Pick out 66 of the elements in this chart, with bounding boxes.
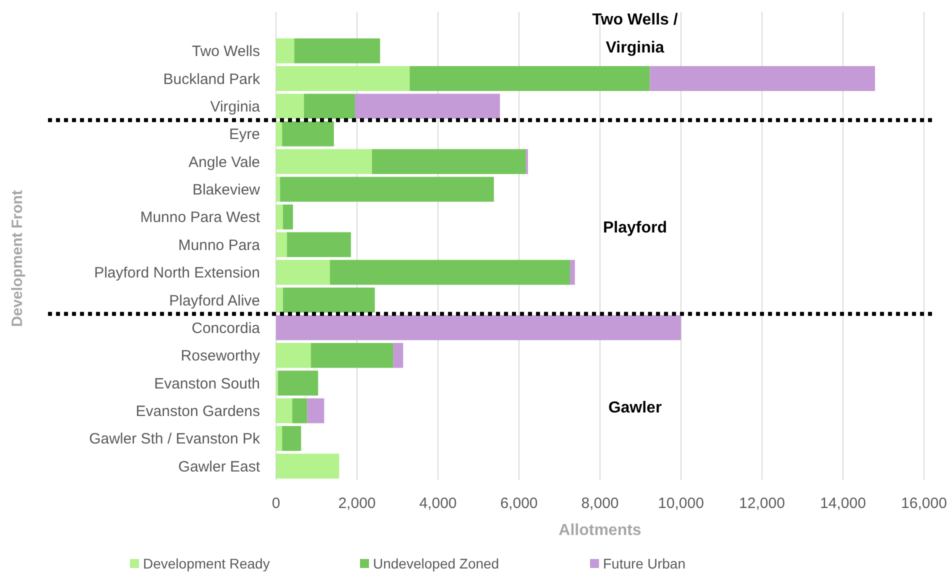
legend-label: Development Ready — [143, 555, 270, 572]
bar — [282, 204, 294, 230]
bar — [372, 149, 526, 174]
bar — [650, 66, 875, 91]
y-tick-label: Concordia — [192, 320, 261, 337]
bar — [276, 260, 330, 285]
legend-label: Future Urban — [603, 555, 686, 572]
y-tick-label: Roseworthy — [180, 348, 260, 365]
y-axis-title: Development Front — [9, 190, 26, 327]
y-tick-label: Gawler East — [178, 458, 261, 476]
y-tick-label: Gawler Sth / Evanston Pk — [89, 430, 260, 448]
bar — [276, 38, 294, 64]
bar — [286, 232, 351, 258]
x-tick-label: 0 — [272, 495, 280, 512]
bar — [294, 38, 380, 64]
x-tick-label: 2,000 — [338, 495, 376, 512]
bar — [276, 426, 282, 451]
bar — [570, 260, 575, 285]
bar — [276, 121, 282, 146]
x-tick-label: 16,000 — [901, 495, 947, 512]
y-tick-label: Two Wells — [192, 43, 260, 60]
y-tick-label: Blakeview — [192, 182, 260, 199]
y-tick-label: Buckland Park — [163, 70, 260, 88]
bar — [276, 176, 280, 202]
bar — [276, 94, 304, 119]
bar — [276, 288, 283, 312]
annotation: Gawler — [608, 400, 662, 417]
x-tick-label: 14,000 — [820, 495, 866, 512]
bar — [393, 342, 404, 368]
bar — [282, 426, 302, 451]
bar — [282, 121, 334, 146]
y-tick-label: Eyre — [229, 126, 260, 144]
x-tick-label: 10,000 — [658, 495, 704, 512]
bar — [276, 149, 372, 174]
bar — [276, 454, 340, 479]
x-axis-title: Allotments — [558, 522, 642, 539]
y-tick-label: Munno Para — [178, 236, 261, 254]
bar — [330, 260, 570, 285]
y-tick-label: Virginia — [210, 98, 261, 116]
bar — [278, 370, 318, 396]
x-tick-label: 8,000 — [581, 495, 619, 512]
bar — [310, 342, 394, 368]
y-tick-label: Angle Vale — [188, 154, 260, 171]
bar — [354, 94, 500, 119]
bar — [276, 66, 410, 91]
y-tick-label: Playford Alive — [169, 292, 260, 310]
bar — [276, 398, 292, 424]
y-tick-label: Munno Para West — [140, 209, 261, 226]
bar — [304, 94, 355, 119]
x-tick-label: 6,000 — [500, 495, 538, 512]
y-tick-label: Playford North Extension — [94, 264, 260, 282]
y-tick-label: Evanston South — [154, 375, 260, 392]
legend-label: Undeveloped Zoned — [373, 555, 500, 572]
annotation: Two Wells / Virginia — [592, 12, 678, 57]
bar — [276, 342, 311, 368]
x-tick-label: 4,000 — [419, 495, 457, 512]
bar — [280, 176, 494, 202]
bar — [276, 204, 283, 230]
bar — [292, 398, 308, 424]
bar — [276, 232, 287, 258]
x-tick-label: 12,000 — [739, 495, 785, 512]
annotation: Playford — [602, 220, 668, 237]
bar — [282, 288, 375, 312]
bar — [410, 66, 650, 91]
bar — [307, 398, 324, 424]
y-tick-label: Evanston Gardens — [136, 403, 260, 420]
